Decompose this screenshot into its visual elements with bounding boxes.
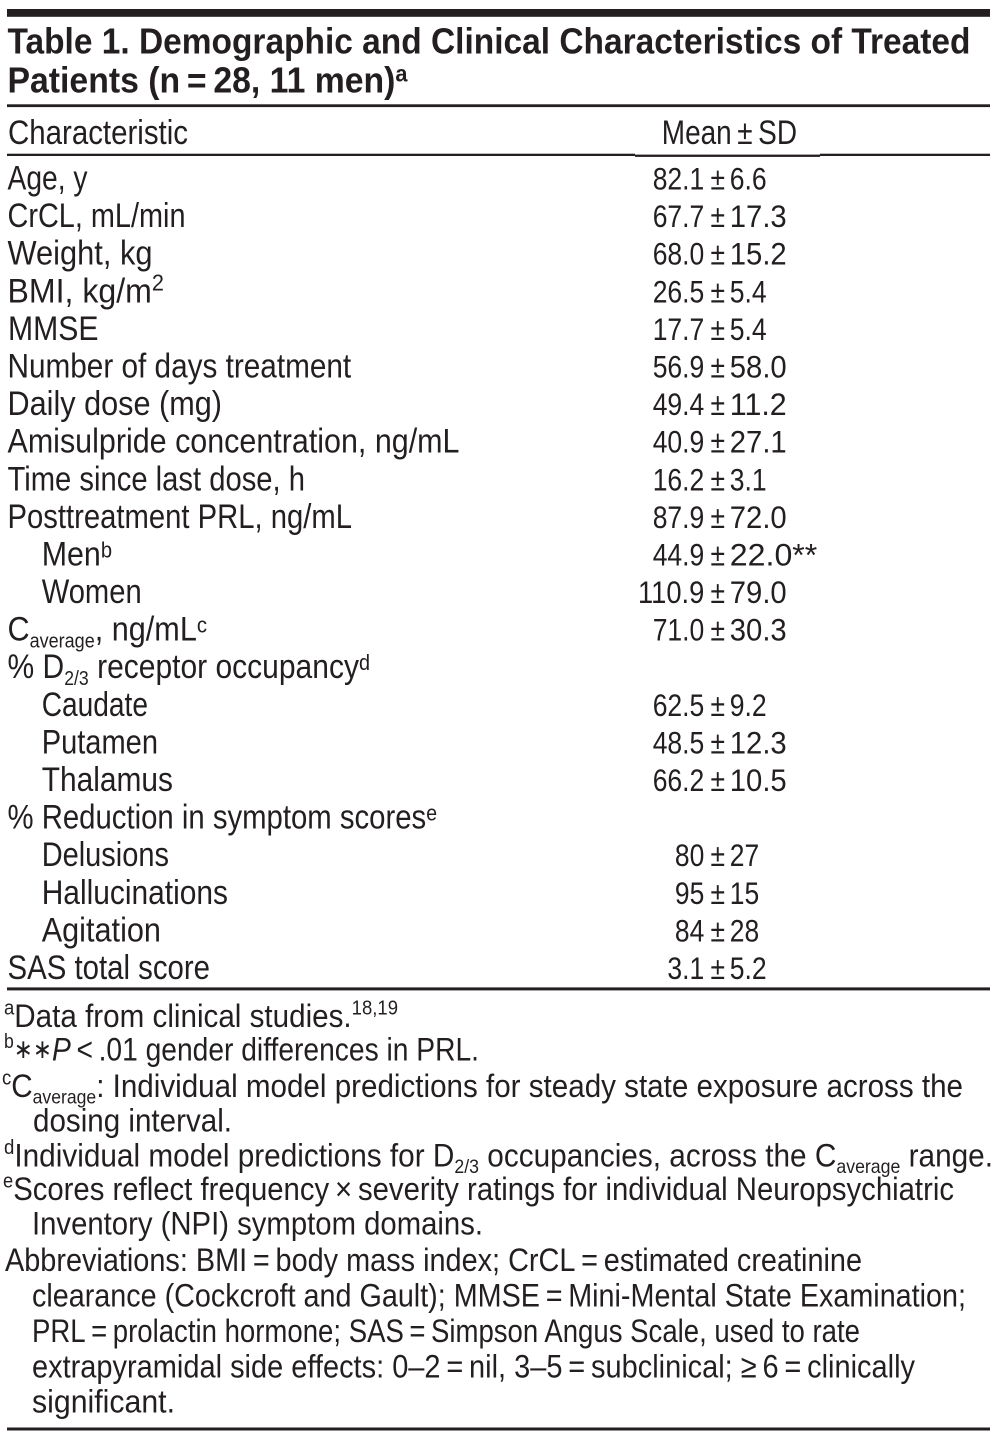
svg-text:27.1: 27.1: [730, 424, 787, 460]
svg-text:Table 1. Demographic and Clini: Table 1. Demographic and Clinical Charac…: [8, 20, 971, 61]
svg-text:17.7: 17.7: [653, 311, 705, 347]
svg-text:±: ±: [711, 837, 726, 873]
svg-text:±: ±: [711, 574, 726, 610]
svg-text:44.9: 44.9: [653, 537, 705, 573]
svg-text:5.2: 5.2: [730, 950, 767, 986]
svg-text:CrCL, mL/min: CrCL, mL/min: [8, 197, 186, 235]
svg-text:66.2: 66.2: [653, 762, 705, 798]
svg-text:cCaverage: Individual model pr: cCaverage: Individual model predictions …: [2, 1067, 963, 1109]
svg-text:Agitation: Agitation: [42, 911, 161, 949]
svg-text:48.5: 48.5: [653, 724, 705, 760]
svg-text:82.1: 82.1: [653, 161, 705, 197]
svg-text:dIndividual model predictions: dIndividual model predictions for D2/3 o…: [4, 1136, 993, 1178]
svg-text:±: ±: [711, 912, 726, 948]
svg-text:15.2: 15.2: [730, 236, 787, 272]
svg-text:Characteristic: Characteristic: [8, 114, 188, 152]
svg-text:Inventory (NPI) symptom domain: Inventory (NPI) symptom domains.: [32, 1205, 483, 1242]
svg-text:Patients (n = 28, 11 men)a: Patients (n = 28, 11 men)a: [8, 60, 409, 101]
svg-text:extrapyramidal side effects: 0: extrapyramidal side effects: 0–2 = nil, …: [32, 1347, 916, 1384]
svg-text:±: ±: [711, 161, 726, 197]
svg-text:Thalamus: Thalamus: [42, 761, 173, 799]
svg-text:80: 80: [675, 837, 704, 873]
svg-text:±: ±: [711, 762, 726, 798]
svg-text:56.9: 56.9: [653, 349, 705, 385]
svg-text:49.4: 49.4: [653, 386, 705, 422]
svg-text:±: ±: [711, 349, 726, 385]
svg-text:% Reduction in symptom scorese: % Reduction in symptom scorese: [8, 799, 438, 837]
svg-text:Menb: Menb: [42, 536, 112, 574]
svg-text:±: ±: [711, 875, 726, 911]
svg-text:Time since last dose, h: Time since last dose, h: [8, 460, 306, 498]
svg-text:Delusions: Delusions: [42, 836, 169, 874]
svg-text:dosing interval.: dosing interval.: [33, 1102, 232, 1139]
svg-text:12.3: 12.3: [730, 724, 787, 760]
svg-text:58.0: 58.0: [730, 349, 787, 385]
svg-text:3.1: 3.1: [730, 461, 767, 497]
svg-text:Women: Women: [42, 573, 142, 611]
svg-text:significant.: significant.: [32, 1383, 175, 1420]
svg-text:68.0: 68.0: [653, 236, 705, 272]
svg-text:28: 28: [730, 912, 759, 948]
svg-text:79.0: 79.0: [730, 574, 787, 610]
svg-text:±: ±: [711, 461, 726, 497]
svg-text:71.0: 71.0: [653, 612, 705, 648]
svg-text:17.3: 17.3: [730, 198, 787, 234]
svg-text:PRL = prolactin hormone; SAS =: PRL = prolactin hormone; SAS = Simpson A…: [32, 1312, 860, 1349]
svg-text:±: ±: [711, 537, 726, 573]
svg-text:Age, y: Age, y: [8, 160, 88, 198]
svg-text:aData from clinical studies.18: aData from clinical studies.18,19: [4, 997, 398, 1035]
svg-text:MMSE: MMSE: [8, 310, 99, 348]
svg-text:87.9: 87.9: [653, 499, 705, 535]
svg-text:SAS total score: SAS total score: [8, 949, 211, 987]
svg-text:% D2/3 receptor occupancyd: % D2/3 receptor occupancyd: [8, 648, 371, 690]
svg-text:±: ±: [711, 687, 726, 723]
svg-text:9.2: 9.2: [730, 687, 767, 723]
svg-text:clearance (Cockcroft and Gault: clearance (Cockcroft and Gault); MMSE = …: [32, 1277, 966, 1314]
svg-text:15: 15: [730, 875, 759, 911]
svg-text:110.9: 110.9: [638, 574, 704, 610]
svg-text:±: ±: [711, 198, 726, 234]
svg-text:11.2: 11.2: [730, 386, 787, 422]
svg-text:67.7: 67.7: [653, 198, 705, 234]
svg-text:84: 84: [675, 912, 704, 948]
svg-text:30.3: 30.3: [730, 612, 787, 648]
svg-text:±: ±: [711, 612, 726, 648]
svg-text:±: ±: [711, 724, 726, 760]
svg-text:22.0**: 22.0**: [730, 537, 818, 573]
svg-text:Caudate: Caudate: [42, 686, 148, 724]
svg-text:±: ±: [711, 311, 726, 347]
svg-text:Amisulpride concentration, ng/: Amisulpride concentration, ng/mL: [8, 423, 460, 461]
svg-text:Abbreviations: BMI = body mass: Abbreviations: BMI = body mass index; Cr…: [5, 1241, 862, 1278]
svg-text:±: ±: [711, 236, 726, 272]
svg-text:Posttreatment PRL, ng/mL: Posttreatment PRL, ng/mL: [8, 498, 353, 536]
svg-text:Caverage, ng/mLc: Caverage, ng/mLc: [8, 611, 208, 653]
svg-text:72.0: 72.0: [730, 499, 787, 535]
svg-text:26.5: 26.5: [653, 273, 705, 309]
svg-text:b∗∗P < .01 gender differences: b∗∗P < .01 gender differences in PRL.: [4, 1030, 479, 1068]
svg-text:Hallucinations: Hallucinations: [42, 874, 228, 912]
svg-text:±: ±: [711, 424, 726, 460]
svg-text:±: ±: [711, 386, 726, 422]
svg-text:40.9: 40.9: [653, 424, 705, 460]
svg-text:Daily dose (mg): Daily dose (mg): [8, 385, 223, 423]
svg-text:Number of days treatment: Number of days treatment: [8, 348, 352, 386]
svg-text:10.5: 10.5: [730, 762, 787, 798]
svg-text:5.4: 5.4: [730, 311, 767, 347]
svg-text:62.5: 62.5: [653, 687, 705, 723]
svg-text:BMI, kg/m2: BMI, kg/m2: [8, 270, 165, 311]
svg-text:±: ±: [711, 273, 726, 309]
svg-text:6.6: 6.6: [730, 161, 767, 197]
svg-text:±: ±: [711, 950, 726, 986]
svg-text:3.1: 3.1: [667, 950, 704, 986]
svg-text:95: 95: [675, 875, 704, 911]
svg-text:16.2: 16.2: [653, 461, 705, 497]
svg-text:27: 27: [730, 837, 759, 873]
svg-text:5.4: 5.4: [730, 273, 767, 309]
svg-text:Mean ± SD: Mean ± SD: [662, 114, 797, 152]
svg-text:eScores reflect frequency × se: eScores reflect frequency × severity rat…: [3, 1170, 954, 1208]
svg-text:Putamen: Putamen: [42, 723, 158, 761]
svg-text:Weight, kg: Weight, kg: [8, 235, 153, 273]
svg-text:±: ±: [711, 499, 726, 535]
